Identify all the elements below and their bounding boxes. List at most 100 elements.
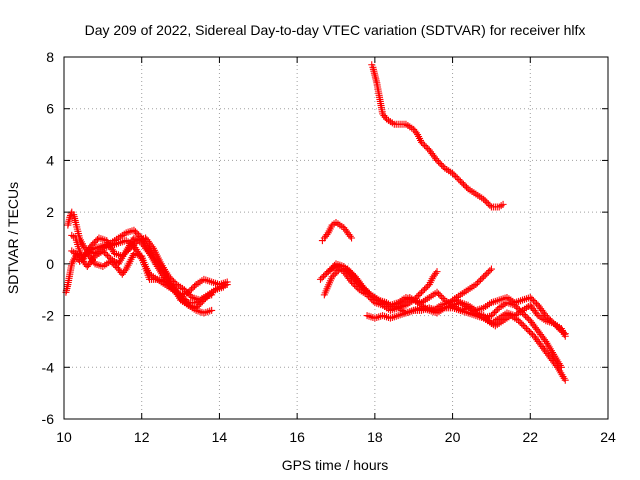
data-point — [412, 129, 420, 137]
data-point — [331, 270, 339, 278]
data-point — [411, 295, 419, 303]
data-point — [478, 274, 486, 282]
data-point — [125, 246, 133, 254]
data-point — [341, 264, 349, 272]
data-point — [170, 277, 178, 285]
data-point — [66, 212, 74, 220]
data-point — [66, 213, 74, 221]
data-point — [414, 291, 422, 299]
data-point — [557, 363, 565, 371]
data-point — [480, 273, 488, 281]
data-point — [187, 285, 195, 293]
data-point — [99, 247, 107, 255]
data-point — [480, 195, 488, 203]
data-point — [417, 138, 425, 146]
series-sat-j — [394, 268, 441, 312]
data-points — [62, 61, 569, 384]
data-point — [381, 113, 389, 121]
x-tick-label: 20 — [445, 429, 461, 445]
data-point — [330, 271, 338, 279]
data-point — [419, 140, 427, 148]
data-point — [522, 325, 530, 332]
data-point — [126, 244, 134, 252]
data-point — [481, 271, 489, 279]
x-tick-label: 10 — [56, 429, 72, 445]
data-point — [208, 291, 216, 299]
data-point — [543, 313, 551, 321]
data-point — [475, 277, 483, 285]
data-point — [173, 288, 181, 296]
data-point — [422, 143, 430, 151]
data-point — [458, 179, 466, 187]
data-point — [120, 251, 128, 259]
data-point — [172, 286, 180, 294]
data-point — [321, 271, 329, 279]
data-point — [545, 315, 553, 323]
data-point — [527, 329, 535, 337]
series-sat-e — [83, 250, 216, 307]
data-point — [348, 278, 356, 286]
data-point — [123, 247, 131, 255]
x-tick-label: 22 — [522, 429, 538, 445]
y-axis-label: SDTVAR / TECUs — [5, 182, 21, 294]
data-point — [89, 240, 97, 248]
data-point — [102, 250, 110, 258]
data-point — [421, 285, 429, 293]
data-point — [318, 274, 326, 282]
series-sat-l — [318, 218, 356, 245]
data-point — [548, 318, 556, 326]
data-point — [128, 243, 136, 251]
data-point — [133, 229, 141, 237]
data-point — [175, 289, 183, 297]
data-point — [436, 291, 444, 299]
data-point — [528, 295, 536, 303]
data-point — [422, 284, 430, 292]
data-point — [333, 268, 341, 276]
data-point — [344, 267, 352, 275]
chart-title: Day 209 of 2022, Sidereal Day-to-day VTE… — [85, 22, 586, 38]
data-point — [533, 310, 541, 318]
data-point — [487, 312, 495, 320]
data-point — [329, 263, 337, 271]
data-point — [459, 180, 467, 188]
data-point — [180, 286, 188, 294]
data-point — [461, 182, 469, 190]
data-point — [165, 273, 173, 281]
data-point — [455, 176, 463, 184]
data-point — [531, 298, 539, 306]
data-point — [178, 292, 186, 300]
data-point — [481, 197, 489, 205]
data-point — [520, 311, 528, 319]
data-point — [515, 306, 523, 314]
data-point — [554, 324, 562, 332]
data-point — [316, 275, 324, 283]
y-tick-label: -2 — [42, 308, 55, 324]
x-tick-label: 18 — [367, 429, 383, 445]
data-point — [421, 141, 429, 149]
series-sat-m — [368, 61, 507, 211]
data-point — [168, 276, 176, 284]
data-point — [472, 281, 480, 289]
data-point — [360, 285, 368, 293]
data-point — [432, 269, 440, 277]
data-point — [357, 282, 365, 290]
data-point — [148, 243, 156, 251]
data-point — [121, 249, 129, 257]
y-tick-label: 8 — [46, 49, 54, 65]
data-point — [185, 290, 193, 298]
series-sat-i — [363, 293, 569, 338]
data-point — [522, 312, 530, 320]
data-point — [516, 318, 524, 326]
data-point — [553, 322, 561, 330]
data-point — [517, 307, 525, 315]
data-point — [435, 158, 443, 166]
data-point — [182, 287, 190, 295]
data-point — [90, 239, 98, 247]
data-point — [521, 323, 529, 331]
data-point — [181, 296, 189, 304]
data-point — [433, 156, 441, 164]
data-point — [419, 287, 427, 295]
data-point — [416, 290, 424, 298]
